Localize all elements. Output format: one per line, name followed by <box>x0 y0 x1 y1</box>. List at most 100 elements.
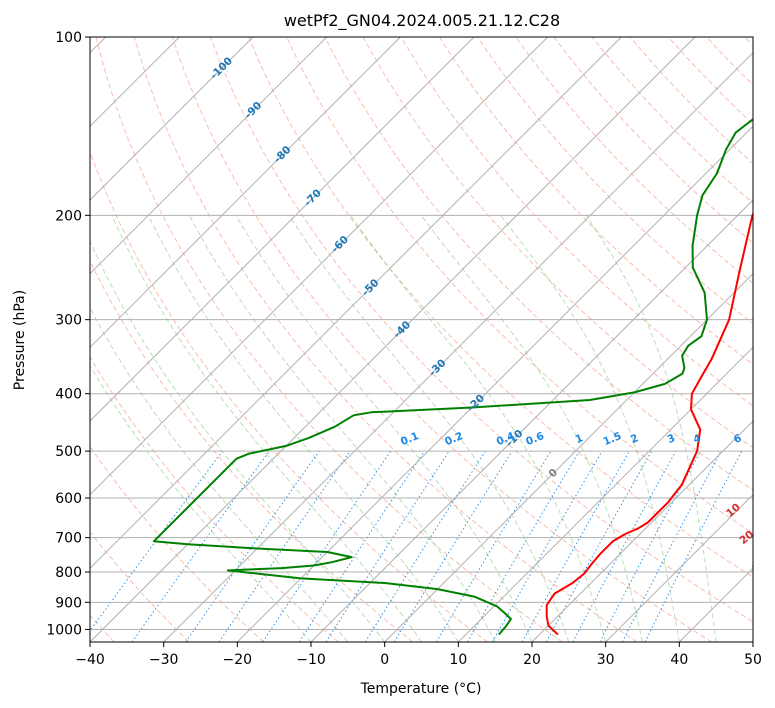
y-tick-label: 100 <box>55 30 82 46</box>
dry-adiabat <box>324 37 753 491</box>
dry-adiabat <box>210 37 753 623</box>
x-tick-label: −10 <box>296 652 326 668</box>
moist-adiabat <box>90 240 386 642</box>
isotherm-gridline <box>605 493 753 642</box>
y-axis: 100 200 300 400 500 600 700 800 900 1000 <box>46 30 90 638</box>
isotherm-gridline <box>310 199 753 642</box>
mixing-ratio-label: 8 <box>758 432 769 446</box>
x-tick-label: 40 <box>670 652 688 668</box>
mixing-ratio-label: 0.1 <box>399 430 421 448</box>
y-tick-label: 900 <box>55 595 82 611</box>
moist-adiabat <box>235 215 533 642</box>
mixing-ratio-label: 0.6 <box>524 430 546 448</box>
mixing-ratio-line <box>185 450 320 642</box>
isotherm-gridline <box>236 125 753 642</box>
y-axis-label: Pressure (hPa) <box>12 290 28 390</box>
mixing-ratio-line <box>621 450 722 642</box>
moist-adiabat <box>188 215 496 642</box>
mixing-ratio-label: 1 <box>574 432 585 446</box>
isotherm-gridline <box>531 420 753 642</box>
dry-adiabat <box>515 37 753 284</box>
mixing-ratio-line <box>467 450 580 642</box>
mixing-ratio-label: 2 <box>629 432 640 446</box>
sounding-lines <box>152 118 753 636</box>
isotherm-gridline <box>90 37 401 349</box>
mixing-ratio-line <box>262 450 392 642</box>
x-axis: −40 −30 −20 −10 0 10 20 30 40 50 <box>75 642 762 668</box>
mixing-ratio-label: 3 <box>666 432 677 446</box>
plot-frame <box>89 36 754 643</box>
mixing-ratio-line <box>521 450 630 642</box>
mixing-ratio-line <box>572 450 677 642</box>
dewpoint-line <box>152 118 753 636</box>
y-tick-label: 1000 <box>46 622 82 638</box>
mixing-ratio-label: 4 <box>691 432 702 446</box>
dry-adiabat <box>362 37 753 449</box>
mixing-ratio-line <box>435 450 552 642</box>
moist-adiabat <box>350 215 607 642</box>
isotherm-gridline <box>90 37 328 275</box>
dry-adiabat <box>248 37 753 578</box>
mixing-ratio-line <box>131 450 270 642</box>
mixing-ratio-line <box>298 450 425 642</box>
mixing-ratio-line <box>545 450 653 642</box>
y-tick-label: 300 <box>55 313 82 329</box>
moist-adiabat-label: 40 <box>763 587 775 606</box>
dry-adiabat <box>591 37 753 204</box>
dry-adiabat <box>744 37 753 47</box>
x-tick-label: 10 <box>449 652 467 668</box>
dry-adiabat <box>90 259 414 642</box>
isotherm-gridline <box>163 51 753 642</box>
mixing-ratio-line <box>644 450 743 642</box>
mixing-ratio-label: 1.5 <box>602 430 624 448</box>
dry-adiabat <box>95 37 563 642</box>
moist-adiabat <box>288 215 570 642</box>
moist-adiabat <box>90 364 312 642</box>
moist-adiabat <box>500 214 680 642</box>
x-tick-label: 20 <box>523 652 541 668</box>
isotherm-gridline <box>678 567 753 642</box>
dry-adiabat <box>90 445 264 642</box>
dry-adiabat <box>90 356 339 642</box>
y-tick-label: 700 <box>55 531 82 547</box>
y-tick-label: 400 <box>55 387 82 403</box>
line-labels: -100-90-80-70-60-50-40-30-20-1000.1 0.2 0.… <box>208 55 775 606</box>
moist-adiabat <box>147 215 459 642</box>
background-lines <box>90 37 753 642</box>
mixing-ratio-line <box>218 450 351 642</box>
moist-adiabat <box>420 215 643 642</box>
mixing-ratio-line <box>393 450 513 642</box>
dry-adiabat <box>90 150 488 642</box>
dry-adiabat <box>668 37 753 125</box>
x-tick-label: −20 <box>223 652 253 668</box>
x-tick-label: 50 <box>744 652 762 668</box>
x-axis-label: Temperature (°C) <box>360 681 482 697</box>
dry-adiabat <box>400 37 753 407</box>
dry-adiabat <box>438 37 753 366</box>
dry-adiabat <box>477 37 753 325</box>
dry-adiabat <box>133 37 638 642</box>
x-tick-label: 0 <box>380 652 389 668</box>
mixing-ratio-line <box>599 450 701 642</box>
x-tick-label: −30 <box>149 652 179 668</box>
dry-adiabat <box>90 531 190 642</box>
x-tick-label: 30 <box>597 652 615 668</box>
y-tick-label: 200 <box>55 208 82 224</box>
x-tick-label: −40 <box>75 652 105 668</box>
y-tick-label: 600 <box>55 491 82 507</box>
chart-title: wetPf2_GN04.2024.005.21.12.C28 <box>284 11 560 31</box>
isotherm-gridline <box>90 37 254 201</box>
moist-adiabat <box>90 306 349 642</box>
mixing-ratio-line <box>90 450 223 632</box>
isotherm-gridline <box>384 272 753 642</box>
dry-adiabat <box>171 37 712 642</box>
moist-adiabat <box>111 215 422 642</box>
isotherm-gridline <box>752 641 753 642</box>
moist-adiabat-label: 10 <box>724 501 743 520</box>
temperature-line <box>545 211 753 636</box>
isotherm-gridline <box>90 37 696 642</box>
isotherm-gridline <box>457 346 753 642</box>
moist-adiabat <box>585 215 717 642</box>
moist-adiabat-label: 30 <box>750 556 769 575</box>
